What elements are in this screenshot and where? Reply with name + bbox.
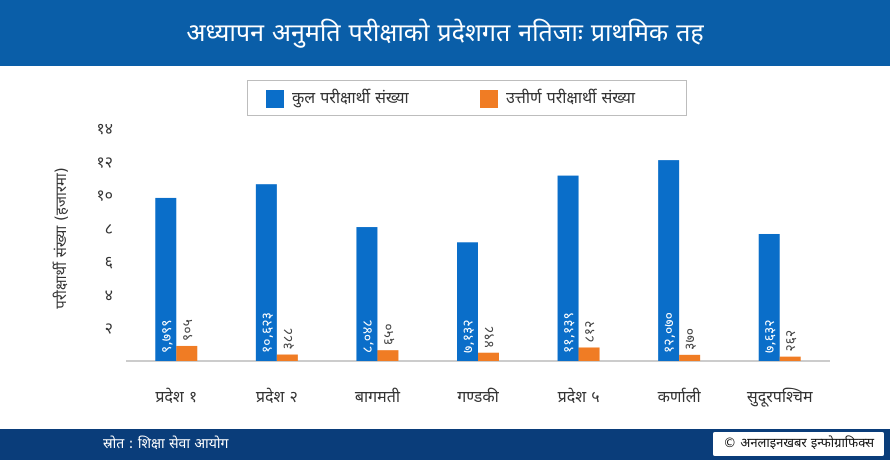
data-label-passed: २६२ [783,330,799,352]
bar-passed [578,347,600,361]
x-tick-label: प्रदेश २ [256,387,298,406]
page-title: अध्यापन अनुमति परीक्षाको प्रदेशगत नतिजाः… [186,18,704,47]
data-label-passed: ३७० [683,328,699,350]
source-text: स्रोत : शिक्षा सेवा आयोग [103,436,229,452]
x-tick-label: बागमती [355,387,401,406]
y-tick-label: ८ [105,219,113,238]
legend-label-passed: उत्तीर्ण परीक्षार्थी संख्या [506,88,636,107]
x-tick-label: प्रदेश ५ [558,387,600,406]
bar-total [356,227,378,361]
data-label-total: ११,१३९ [561,312,577,353]
bar-total [457,242,478,361]
bar-total [658,160,680,361]
x-tick-label: सुदूरपश्चिम [747,387,813,407]
bar-passed [276,354,298,361]
data-label-passed: ३८८ [280,328,296,350]
credit-text: अनलाइनखबर इन्फोग्राफिक्स [740,436,874,451]
data-label-passed: ८१२ [582,321,598,343]
legend-swatch-passed [480,89,498,108]
bar-passed [377,350,399,361]
y-tick-label: ४ [105,285,113,304]
data-label-passed: ६५० [381,323,397,345]
legend-item-passed: उत्तीर्ण परीक्षार्थी संख्या [480,81,635,115]
data-label-total: ९,७९९ [159,319,175,353]
bar-total [155,197,177,361]
data-label-total: ७,६३२ [762,319,778,353]
bar-total [758,233,780,361]
bar-passed [478,352,499,361]
bar-passed [176,345,198,361]
data-label-passed: ४९८ [482,326,498,348]
y-tick-label: २ [105,319,113,338]
y-tick-label: १० [96,186,113,205]
data-label-total: ८,०४८ [360,319,376,353]
data-label-passed: ९०५ [180,319,196,341]
legend: कुल परीक्षार्थी संख्या उत्तीर्ण परीक्षार… [247,80,687,116]
y-tick-label: १२ [96,152,113,171]
header-bar [0,0,890,66]
bar-passed [679,354,701,361]
credit-badge: © अनलाइनखबर इन्फोग्राफिक्स [713,432,884,456]
y-tick-label: ६ [105,252,113,271]
bar-total [557,175,579,361]
y-axis-label: परीक्षार्थी संख्या (हजारमा) [52,167,70,308]
x-tick-label: प्रदेश १ [155,387,197,406]
bar-chart: २ ४ ६ ८ १० १२ १४ परीक्षार्थी संख्या (हजारमा) ९,७… [52,119,830,407]
legend-item-total: कुल परीक्षार्थी संख्या [266,81,409,115]
bar-total [255,184,277,361]
y-tick-label: १४ [96,119,113,138]
data-label-total: १२,०७० [662,312,678,353]
data-label-total: ७,१३२ [461,319,477,353]
data-label-total: १०,६२३ [259,312,275,353]
legend-swatch-total [266,89,284,108]
x-tick-label: कर्णाली [658,387,702,406]
copyright-icon: © [723,436,737,451]
footer-bar: स्रोत : शिक्षा सेवा आयोग © अनलाइनखबर इन्… [0,429,890,460]
legend-label-total: कुल परीक्षार्थी संख्या [292,88,409,107]
x-tick-label: गण्डकी [457,387,499,406]
bar-passed [779,356,801,361]
